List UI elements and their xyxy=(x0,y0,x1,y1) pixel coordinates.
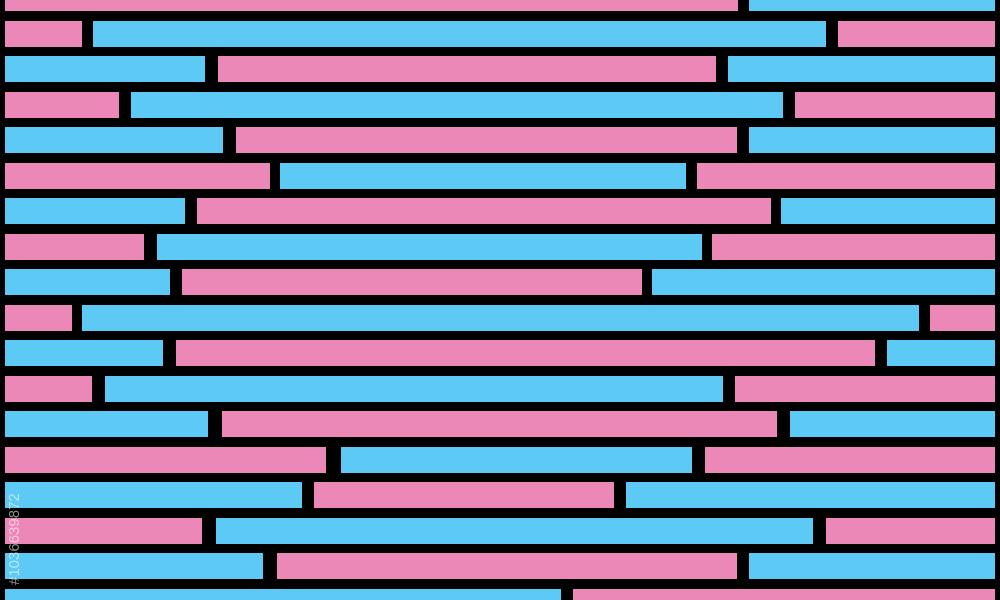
blue-bar xyxy=(781,198,995,224)
blue-bar xyxy=(749,0,995,11)
pink-bar xyxy=(712,233,995,260)
blue-bar xyxy=(728,56,995,82)
blue-bar xyxy=(157,233,702,260)
blue-bar xyxy=(887,340,995,366)
pink-bar xyxy=(5,304,72,331)
pink-bar xyxy=(218,56,716,82)
blue-bar xyxy=(5,127,223,153)
pink-bar xyxy=(222,411,777,437)
blue-bar xyxy=(5,411,208,437)
pink-bar xyxy=(5,20,82,47)
pink-bar xyxy=(5,446,326,473)
blue-bar xyxy=(749,127,995,153)
pink-bar xyxy=(236,127,737,153)
blue-bar xyxy=(5,553,263,579)
blue-bar xyxy=(5,482,302,508)
pink-bar xyxy=(930,304,995,331)
pink-bar xyxy=(182,269,642,295)
pink-bar xyxy=(795,91,995,118)
pink-bar xyxy=(573,588,995,600)
blue-bar xyxy=(341,446,692,473)
blue-bar xyxy=(131,91,783,118)
pink-bar xyxy=(5,91,119,118)
pink-bar xyxy=(5,375,92,402)
pink-bar xyxy=(5,162,270,189)
blue-bar xyxy=(790,411,995,437)
blue-bar xyxy=(749,553,995,579)
blue-bar xyxy=(93,20,826,47)
pink-bar xyxy=(277,553,737,579)
pink-bar xyxy=(838,20,995,47)
pink-bar xyxy=(5,0,738,11)
pink-bar xyxy=(314,482,614,508)
pink-bar xyxy=(5,233,144,260)
pink-bar xyxy=(697,162,995,189)
pink-bar xyxy=(735,375,995,402)
blue-bar xyxy=(5,56,205,82)
blue-bar xyxy=(5,198,185,224)
blue-bar xyxy=(5,269,170,295)
pink-bar xyxy=(197,198,771,224)
pink-bar xyxy=(5,517,202,544)
pink-bar xyxy=(826,517,995,544)
blue-bar xyxy=(5,340,163,366)
pink-bar xyxy=(176,340,875,366)
blue-bar xyxy=(82,304,919,331)
watermark-id: #1036639872 xyxy=(6,493,23,585)
blue-bar xyxy=(216,517,813,544)
pink-bar xyxy=(705,446,995,473)
blue-bar xyxy=(105,375,723,402)
blue-bar xyxy=(5,588,561,600)
blue-bar xyxy=(652,269,995,295)
blue-bar xyxy=(626,482,995,508)
blue-bar xyxy=(280,162,686,189)
